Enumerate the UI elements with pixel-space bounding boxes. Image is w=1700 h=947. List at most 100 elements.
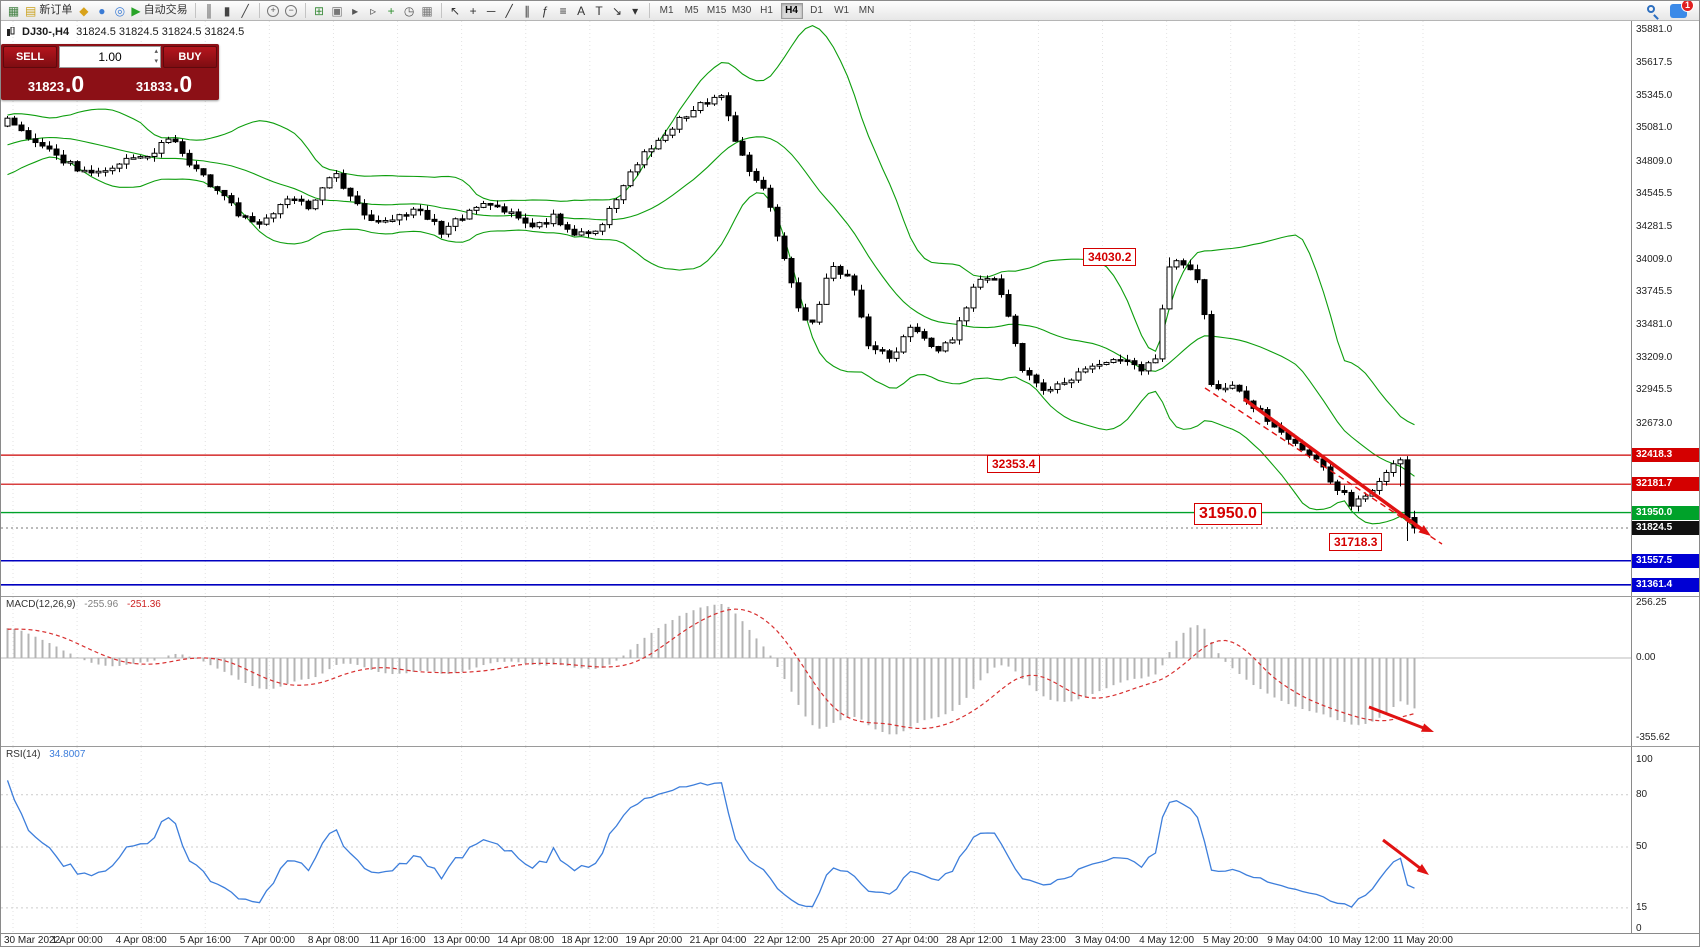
price-axis[interactable]: 35881.0 35617.5 35345.0 35081.0 34809.0 34545…	[1631, 21, 1699, 946]
timeframe-m1[interactable]: M1	[659, 5, 674, 16]
price-tag[interactable]: 31950.0	[1632, 505, 1699, 520]
fibonacci-icon[interactable]: ƒ	[541, 3, 549, 18]
channel-icon[interactable]: ∥	[524, 3, 531, 18]
timeframe-w1[interactable]: W1	[834, 5, 850, 16]
price-axis-label: 35081.0	[1636, 122, 1673, 134]
notification-badge: 1	[1681, 1, 1694, 12]
periods-icon[interactable]: ◷	[403, 3, 415, 18]
metaeditor-icon[interactable]: ◆	[79, 3, 89, 18]
indicators-add-icon[interactable]: +	[387, 3, 395, 18]
trend-arrow[interactable]	[1242, 397, 1431, 536]
sell-price-main: 31823	[27, 78, 64, 94]
gridlines	[12, 747, 1424, 933]
textlabel-icon[interactable]: T	[595, 3, 603, 18]
price-axis-label: 33745.5	[1636, 286, 1673, 298]
price-callout[interactable]: 31950.0	[1194, 503, 1262, 525]
zoom-in-icon[interactable]: +	[265, 2, 282, 19]
time-axis-label: 11 Apr 16:00	[369, 935, 426, 946]
tile-windows-icon[interactable]: ⊞	[314, 3, 325, 18]
volume-input[interactable]: 1.00 ▴ ▾	[59, 46, 161, 68]
sell-button[interactable]: SELL	[3, 46, 57, 68]
rsi-name: RSI(14)	[6, 749, 41, 760]
line-chart-icon[interactable]: ╱	[241, 3, 249, 18]
hline-icon[interactable]: ─	[486, 3, 496, 18]
time-axis-label: 8 Apr 08:00	[307, 935, 360, 946]
price-tag[interactable]: 32181.7	[1632, 477, 1699, 492]
price-axis-label: 32673.0	[1636, 417, 1673, 429]
timeframe-h1[interactable]: H1	[760, 5, 773, 16]
time-axis-label: 27 Apr 04:00	[881, 935, 939, 946]
sell-price[interactable]: 31823 .0	[3, 70, 109, 98]
panel-divider[interactable]	[1, 746, 1699, 747]
chart-shift-icon[interactable]: ▹	[370, 3, 377, 18]
shapes-icon[interactable]: ≡	[559, 3, 567, 18]
templates-icon[interactable]: ▦	[421, 3, 433, 18]
price-tag[interactable]: 31361.4	[1632, 577, 1699, 592]
timeframe-m5[interactable]: M5	[684, 5, 699, 16]
zoom-out-icon[interactable]: −	[283, 2, 300, 19]
arrows-icon[interactable]: ↘	[612, 3, 623, 18]
timeframe-h4[interactable]: H4	[780, 2, 803, 19]
search-icon[interactable]	[1646, 4, 1660, 20]
rsi-panel[interactable]	[1, 747, 1631, 933]
timeframe-m30[interactable]: M30	[731, 5, 752, 16]
text-icon[interactable]: A	[577, 3, 586, 18]
time-axis-label: 19 Apr 20:00	[625, 935, 683, 946]
price-callout[interactable]: 32353.4	[987, 455, 1041, 473]
new-order-button[interactable]: ▤ 新订单	[25, 3, 73, 18]
chart-icon	[7, 26, 15, 36]
time-axis-label: 28 Apr 12:00	[945, 935, 1003, 946]
autoscroll-icon[interactable]: ▸	[352, 3, 359, 18]
cursor-icon[interactable]: ↖	[450, 3, 461, 18]
macd-name: MACD(12,26,9)	[6, 599, 76, 610]
market-icon[interactable]: ●	[98, 3, 106, 18]
signals-icon[interactable]: ◎	[114, 3, 126, 18]
price-tag[interactable]: 31557.5	[1632, 553, 1699, 568]
buy-price-big: .0	[172, 71, 193, 97]
price-callout[interactable]: 34030.2	[1083, 248, 1137, 266]
price-axis-label: 34545.5	[1636, 188, 1673, 200]
macd-panel[interactable]	[1, 597, 1631, 747]
price-axis-label: 32945.5	[1636, 384, 1673, 396]
price-axis-label: 34809.0	[1636, 155, 1673, 167]
timeframe-mn[interactable]: MN	[858, 5, 875, 16]
time-axis-label: 5 May 20:00	[1203, 935, 1259, 946]
buy-price[interactable]: 31833 .0	[111, 70, 217, 98]
bar-chart-icon[interactable]: ║	[204, 3, 214, 18]
volume-down-icon[interactable]: ▾	[154, 57, 158, 65]
macd-signal-line	[7, 608, 1415, 730]
time-axis-label: 21 Apr 04:00	[689, 935, 747, 946]
trend-arrow[interactable]	[1382, 838, 1429, 875]
macd-signal-value: -251.36	[126, 599, 161, 610]
buy-price-main: 31833	[135, 78, 172, 94]
community-icon[interactable]: 1	[1670, 1, 1694, 18]
volume-up-icon[interactable]: ▴	[154, 48, 158, 55]
rsi-axis-label: 80	[1636, 788, 1648, 800]
price-callout[interactable]: 31718.3	[1329, 533, 1383, 551]
trend-arrow[interactable]	[1368, 705, 1434, 732]
new-window-icon[interactable]: ▣	[331, 3, 343, 18]
timeframe-d1[interactable]: D1	[810, 5, 823, 16]
rsi-axis-label: 50	[1636, 841, 1648, 852]
dropdown-icon[interactable]: ▾	[632, 3, 639, 18]
panel-divider[interactable]	[1, 596, 1699, 597]
rsi-axis-label: 15	[1636, 901, 1648, 913]
price-chart[interactable]	[1, 21, 1631, 597]
macd-axis-label: -355.62	[1636, 732, 1670, 743]
trendline-dashed[interactable]	[1204, 387, 1443, 545]
trendline-icon[interactable]: ╱	[505, 3, 513, 18]
timeframe-m15[interactable]: M15	[706, 5, 727, 16]
new-chart-icon[interactable]: ▦	[7, 3, 20, 18]
toolbar-separator	[440, 3, 442, 18]
candlestick-icon[interactable]: ▮	[223, 3, 231, 18]
time-axis[interactable]: 30 Mar 2022 1 Apr 00:00 4 Apr 08:00 5 Apr 1…	[1, 933, 1699, 946]
buy-button[interactable]: BUY	[163, 46, 217, 68]
time-axis-label: 1 May 23:00	[1010, 935, 1066, 946]
time-axis-label: 1 Apr 00:00	[51, 935, 103, 946]
price-tag[interactable]: 31824.5	[1632, 521, 1699, 535]
price-tag[interactable]: 32418.3	[1632, 448, 1699, 463]
price-axis-label: 35617.5	[1636, 56, 1673, 68]
crosshair-icon[interactable]: +	[469, 3, 477, 18]
autotrade-button[interactable]: ▶ 自动交易	[131, 3, 188, 18]
